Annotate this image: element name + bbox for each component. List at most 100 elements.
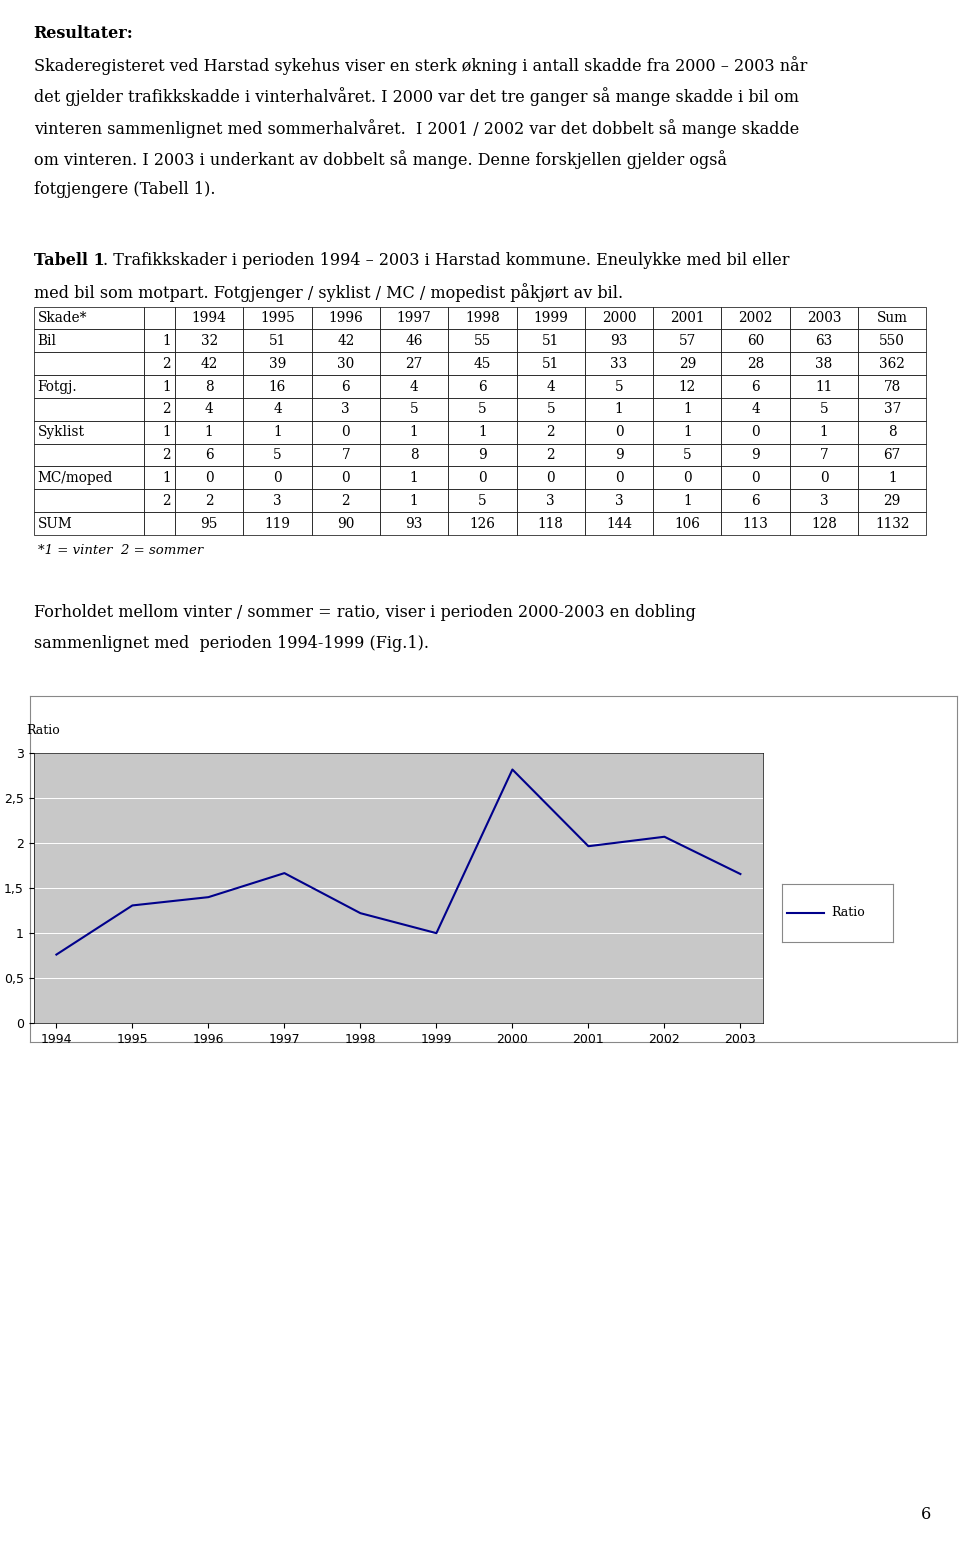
- Text: 51: 51: [542, 333, 560, 347]
- Bar: [144, 421, 175, 444]
- Bar: [653, 375, 722, 398]
- Text: *1 = vinter  2 = sommer: *1 = vinter 2 = sommer: [38, 543, 204, 557]
- Bar: [516, 375, 585, 398]
- Text: 2: 2: [546, 447, 555, 461]
- Text: 7: 7: [820, 447, 828, 461]
- Bar: [858, 329, 926, 352]
- Bar: [34, 398, 144, 421]
- Text: 2: 2: [162, 403, 171, 417]
- Text: 42: 42: [201, 356, 218, 370]
- Text: 0: 0: [274, 471, 282, 485]
- Bar: [448, 398, 516, 421]
- Bar: [858, 421, 926, 444]
- Bar: [790, 375, 858, 398]
- Bar: [790, 352, 858, 375]
- Bar: [790, 466, 858, 489]
- Text: 4: 4: [204, 403, 213, 417]
- Text: 0: 0: [204, 471, 213, 485]
- Bar: [722, 421, 790, 444]
- Bar: [175, 398, 243, 421]
- Bar: [722, 489, 790, 512]
- Text: 2003: 2003: [806, 312, 841, 326]
- Text: Ratio: Ratio: [831, 906, 865, 920]
- Text: 1999: 1999: [533, 312, 568, 326]
- Text: 5: 5: [478, 403, 487, 417]
- Bar: [722, 444, 790, 466]
- Text: 1: 1: [683, 403, 691, 417]
- Text: 33: 33: [611, 356, 628, 370]
- Bar: [175, 329, 243, 352]
- Text: 0: 0: [478, 471, 487, 485]
- Text: 37: 37: [883, 403, 900, 417]
- Bar: [312, 421, 380, 444]
- Text: 0: 0: [614, 426, 623, 440]
- Text: 3: 3: [274, 494, 282, 508]
- Bar: [722, 329, 790, 352]
- Bar: [380, 352, 448, 375]
- Text: 1998: 1998: [465, 312, 500, 326]
- Bar: [175, 489, 243, 512]
- Text: 4: 4: [752, 403, 760, 417]
- Bar: [516, 329, 585, 352]
- Text: Bil: Bil: [37, 333, 57, 347]
- Text: 60: 60: [747, 333, 764, 347]
- Bar: [243, 489, 312, 512]
- Text: 90: 90: [337, 517, 354, 531]
- Bar: [380, 329, 448, 352]
- Bar: [790, 444, 858, 466]
- Text: 78: 78: [883, 380, 900, 393]
- Bar: [653, 444, 722, 466]
- Bar: [585, 489, 653, 512]
- Text: 1132: 1132: [875, 517, 909, 531]
- Bar: [380, 375, 448, 398]
- Text: 39: 39: [269, 356, 286, 370]
- Bar: [144, 489, 175, 512]
- Bar: [175, 466, 243, 489]
- Bar: [175, 444, 243, 466]
- Bar: [722, 307, 790, 329]
- Text: 32: 32: [201, 333, 218, 347]
- Text: Ratio: Ratio: [26, 724, 60, 738]
- Text: 46: 46: [405, 333, 422, 347]
- Bar: [243, 421, 312, 444]
- Bar: [790, 421, 858, 444]
- Bar: [34, 307, 144, 329]
- Text: 51: 51: [542, 356, 560, 370]
- Text: 6: 6: [204, 447, 213, 461]
- Bar: [516, 398, 585, 421]
- Text: 2: 2: [204, 494, 213, 508]
- Text: 5: 5: [683, 447, 691, 461]
- Bar: [312, 398, 380, 421]
- Text: 113: 113: [743, 517, 769, 531]
- Text: 6: 6: [752, 380, 760, 393]
- Bar: [144, 444, 175, 466]
- Text: 1994: 1994: [192, 312, 227, 326]
- Text: 8: 8: [204, 380, 213, 393]
- Text: Trafikkskadde i bil. Ratio vinter / sommer.: Trafikkskadde i bil. Ratio vinter / somm…: [78, 705, 426, 722]
- Text: 3: 3: [342, 403, 350, 417]
- Text: 118: 118: [538, 517, 564, 531]
- Text: 1997: 1997: [396, 312, 431, 326]
- Text: 1: 1: [410, 494, 419, 508]
- Bar: [312, 375, 380, 398]
- Text: 128: 128: [811, 517, 837, 531]
- Bar: [380, 307, 448, 329]
- Text: 2: 2: [162, 356, 171, 370]
- Bar: [653, 512, 722, 535]
- Text: 1996: 1996: [328, 312, 363, 326]
- Bar: [585, 375, 653, 398]
- Text: 0: 0: [342, 471, 350, 485]
- Bar: [516, 444, 585, 466]
- Bar: [243, 444, 312, 466]
- Text: 4: 4: [410, 380, 419, 393]
- Text: 1: 1: [162, 380, 171, 393]
- Text: 4: 4: [546, 380, 555, 393]
- Text: 1: 1: [683, 494, 691, 508]
- Bar: [144, 307, 175, 329]
- Bar: [858, 512, 926, 535]
- Bar: [312, 489, 380, 512]
- Text: 106: 106: [674, 517, 700, 531]
- Text: 0: 0: [546, 471, 555, 485]
- Bar: [175, 512, 243, 535]
- Text: 5: 5: [478, 494, 487, 508]
